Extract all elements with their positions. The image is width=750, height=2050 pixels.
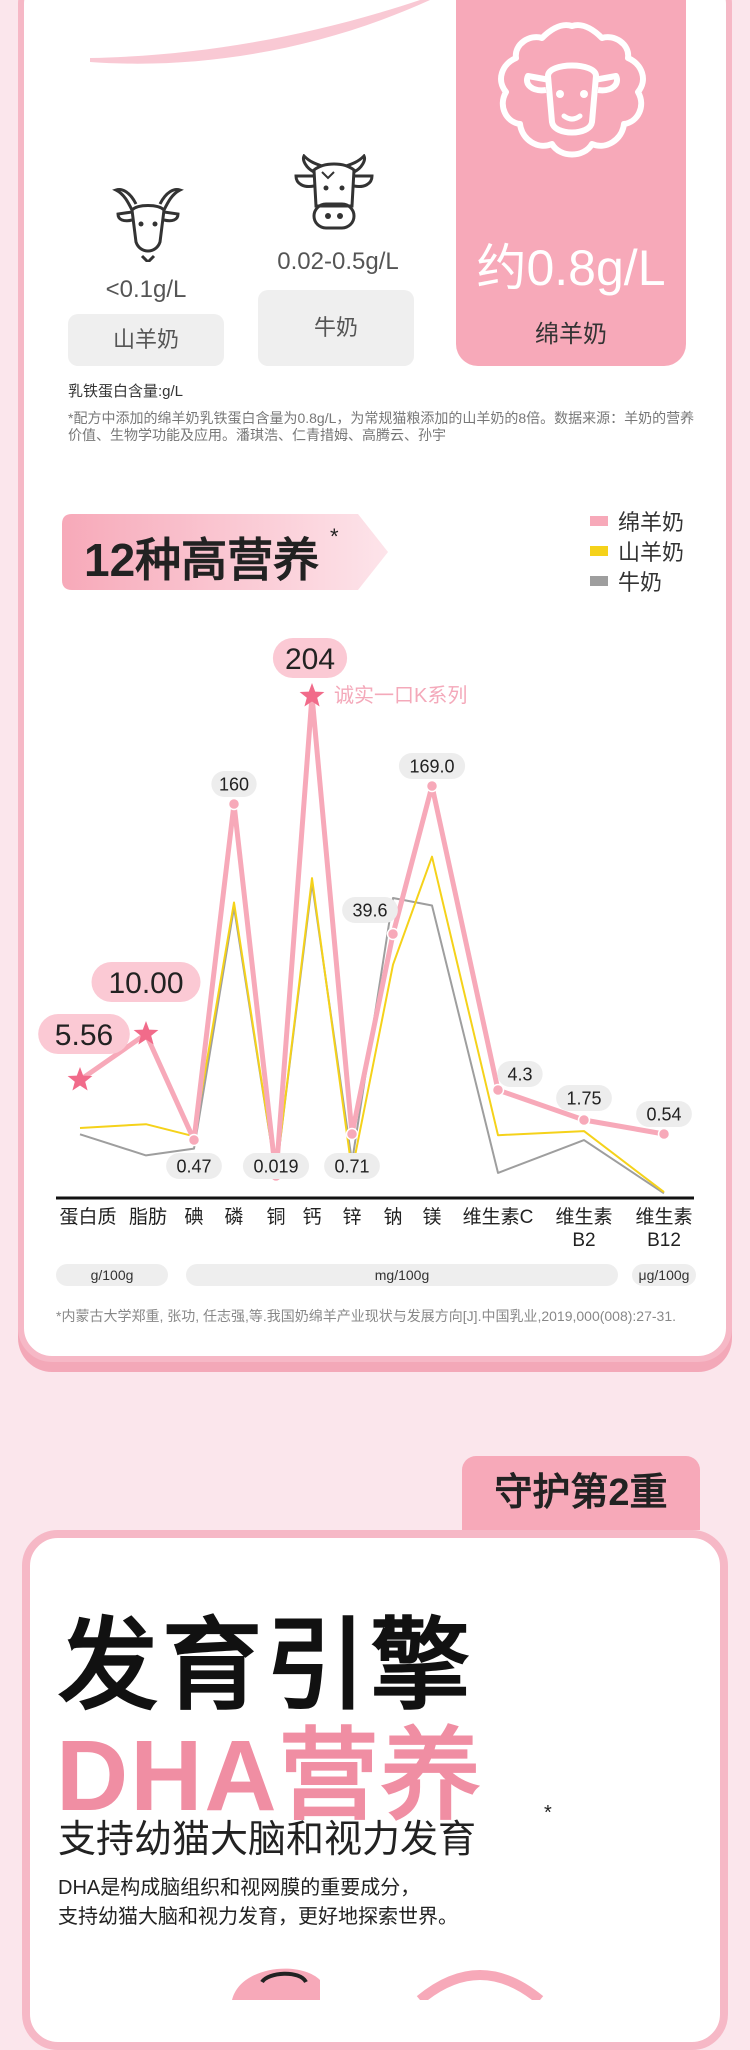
- x-axis-label: 碘: [184, 1207, 204, 1228]
- sheep-point: [386, 927, 400, 941]
- data-label: 0.47: [176, 1156, 211, 1176]
- x-axis-label: 钠: [383, 1207, 403, 1228]
- legend-swatch-goat: [590, 546, 608, 556]
- lactoferrin-unit-note: 乳铁蛋白含量:g/L: [68, 383, 184, 400]
- legend-item-cow: 牛奶: [590, 566, 684, 596]
- series-line-0: [78, 693, 665, 1179]
- sheep-head-icon: [498, 22, 646, 158]
- nutrition-title: 12种高营养: [84, 534, 320, 586]
- data-label: 1.75: [566, 1088, 601, 1108]
- data-label: 0.71: [334, 1156, 369, 1176]
- x-axis-label: 磷: [224, 1207, 244, 1228]
- data-label-bg: [91, 962, 201, 1002]
- x-axis-label: 维生素C: [462, 1207, 534, 1228]
- x-axis-label: 维生素 B2: [555, 1207, 613, 1251]
- legend-label: 牛奶: [618, 570, 663, 595]
- sheep-point-star: [299, 683, 325, 707]
- data-label-bg: [324, 1153, 380, 1179]
- guard-tab: 守护第2重: [462, 1456, 700, 1530]
- data-label-bg: [242, 1153, 310, 1179]
- goat-head-icon: [112, 188, 184, 262]
- cow-milk-label: 牛奶: [258, 290, 414, 366]
- sheep-point: [227, 797, 241, 811]
- sheep-point: [657, 1127, 671, 1141]
- x-axis-label: 锌: [342, 1207, 362, 1228]
- chart-legend: 绵羊奶 山羊奶 牛奶: [590, 506, 684, 596]
- title-asterisk: *: [330, 524, 339, 549]
- legend-item-sheep: 绵羊奶: [590, 506, 684, 536]
- dha-description-line1: DHA是构成脑组织和视网膜的重要成分，: [58, 1877, 421, 1899]
- legend-label: 山羊奶: [618, 540, 685, 565]
- series-line-1: [79, 855, 665, 1193]
- sheep-milk-panel: [456, 0, 686, 366]
- unit-pill-mg: mg/100g: [186, 1264, 618, 1286]
- data-label-bg: [636, 1101, 692, 1127]
- data-label: 0.019: [253, 1156, 298, 1176]
- data-label: 0.54: [646, 1104, 681, 1124]
- title-banner: [62, 514, 388, 590]
- dha-heading-secondary: DHA营养: [56, 1720, 483, 1832]
- dha-description-line2: 支持幼猫大脑和视力发育，更好地探索世界。: [58, 1906, 458, 1928]
- unit-pill-ug: μg/100g: [632, 1264, 696, 1286]
- sheep-milk-value: 约0.8g/L: [476, 240, 666, 296]
- x-axis-label: 铜: [266, 1207, 286, 1228]
- dha-heading-primary: 发育引擎: [58, 1610, 474, 1722]
- data-label: 169.0: [409, 756, 454, 776]
- nutrition-line-chart: 5.56 10.00 0.47 160 0.019 204 0.71 39.6 169.0 4.3…: [38, 638, 694, 1200]
- data-label-bg: [272, 638, 348, 678]
- reference-note: *内蒙古大学郑重, 张功, 任志强,等.我国奶绵羊产业现状与发展方向[J].中国…: [56, 1308, 677, 1324]
- data-label-bg: [342, 897, 398, 923]
- sheep-point: [577, 1113, 591, 1127]
- x-axis-label: 镁: [422, 1207, 442, 1228]
- sheep-point: [491, 1083, 505, 1097]
- goat-milk-label: 山羊奶: [68, 314, 224, 366]
- data-label-bg: [38, 1014, 130, 1054]
- dha-description: DHA是构成脑组织和视网膜的重要成分， 支持幼猫大脑和视力发育，更好地探索世界。: [58, 1874, 458, 1932]
- sheep-point: [345, 1127, 359, 1141]
- unit-pill-g: g/100g: [56, 1264, 168, 1286]
- legend-label: 绵羊奶: [618, 510, 685, 535]
- data-label: 39.6: [352, 900, 387, 920]
- lactoferrin-footnote: *配方中添加的绵羊奶乳铁蛋白含量为0.8g/L，为常规猫粮添加的山羊奶的8倍。数…: [68, 410, 695, 443]
- goat-milk-value: <0.1g/L: [105, 276, 187, 303]
- subheading-asterisk: *: [544, 1802, 552, 1824]
- legend-swatch-cow: [590, 576, 608, 586]
- dha-subheading: 支持幼猫大脑和视力发育: [58, 1819, 477, 1861]
- x-axis-label: 维生素 B12: [635, 1207, 693, 1251]
- bottom-decoration: [232, 1968, 544, 2000]
- sheep-point-star: [133, 1021, 159, 1045]
- legend-swatch-sheep: [590, 516, 608, 526]
- data-label-bg: [166, 1153, 222, 1179]
- data-label: 4.3: [507, 1064, 532, 1084]
- data-label: 204: [285, 643, 335, 676]
- sheep-point: [425, 779, 439, 793]
- sheep-milk-label: 绵羊奶: [535, 321, 607, 348]
- data-label-bg: [398, 753, 466, 779]
- dha-card: [22, 1530, 728, 2050]
- x-axis-label: 钙: [302, 1207, 322, 1228]
- data-label-bg: [497, 1061, 543, 1087]
- data-label-bg: [556, 1085, 612, 1111]
- data-label: 10.00: [108, 967, 183, 1000]
- data-label: 160: [219, 774, 249, 794]
- cow-head-icon: [294, 154, 374, 230]
- sheep-point: [187, 1133, 201, 1147]
- x-axis-label: 脂肪: [128, 1207, 167, 1228]
- sheep-point-star: [67, 1067, 93, 1091]
- cow-milk-value: 0.02-0.5g/L: [277, 248, 399, 275]
- callout-text: 诚实一口K系列: [334, 684, 467, 707]
- decorative-swoosh: [90, 0, 430, 64]
- data-label: 5.56: [55, 1019, 113, 1052]
- x-axis-label: 蛋白质: [59, 1207, 117, 1228]
- data-label-bg: [211, 771, 257, 797]
- legend-item-goat: 山羊奶: [590, 536, 684, 566]
